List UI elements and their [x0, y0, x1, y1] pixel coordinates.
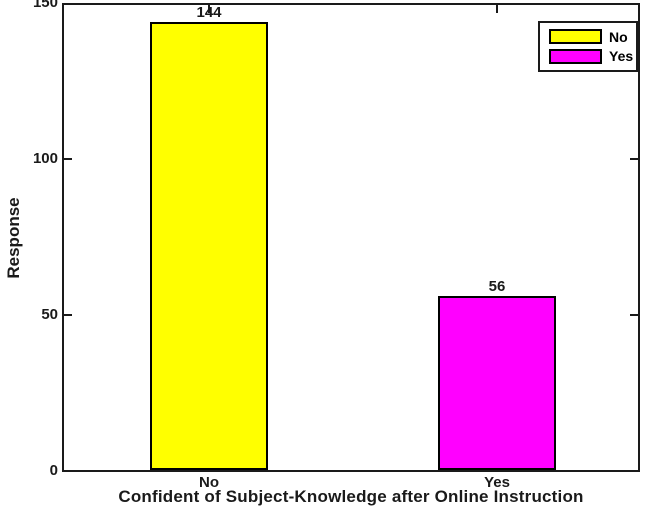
- legend: No Yes: [538, 21, 638, 72]
- x-tick-mark-top: [496, 5, 498, 13]
- y-tick-mark-right: [630, 314, 638, 316]
- y-tick-label: 50: [41, 306, 58, 323]
- x-tick-label: No: [199, 474, 219, 491]
- bar-no: [150, 22, 268, 470]
- y-tick-mark-right: [630, 158, 638, 160]
- y-tick-label: 150: [32, 0, 58, 11]
- legend-swatch-yes: [549, 48, 602, 64]
- y-tick-label: 100: [32, 150, 58, 167]
- legend-label-no: No: [609, 28, 628, 45]
- legend-entry-no: No: [549, 28, 630, 45]
- x-axis-label: Confident of Subject-Knowledge after Onl…: [118, 487, 584, 506]
- x-tick-label: Yes: [484, 474, 510, 491]
- legend-label-yes: Yes: [609, 48, 634, 65]
- y-tick-mark-left: [64, 314, 72, 316]
- x-tick-mark-top: [208, 5, 210, 13]
- legend-swatch-no: [549, 29, 602, 45]
- y-tick-label: 0: [49, 462, 58, 479]
- legend-entry-yes: Yes: [549, 48, 634, 65]
- y-tick-mark-left: [64, 158, 72, 160]
- bar-yes: [438, 296, 556, 470]
- bar-value-label: 56: [488, 278, 506, 295]
